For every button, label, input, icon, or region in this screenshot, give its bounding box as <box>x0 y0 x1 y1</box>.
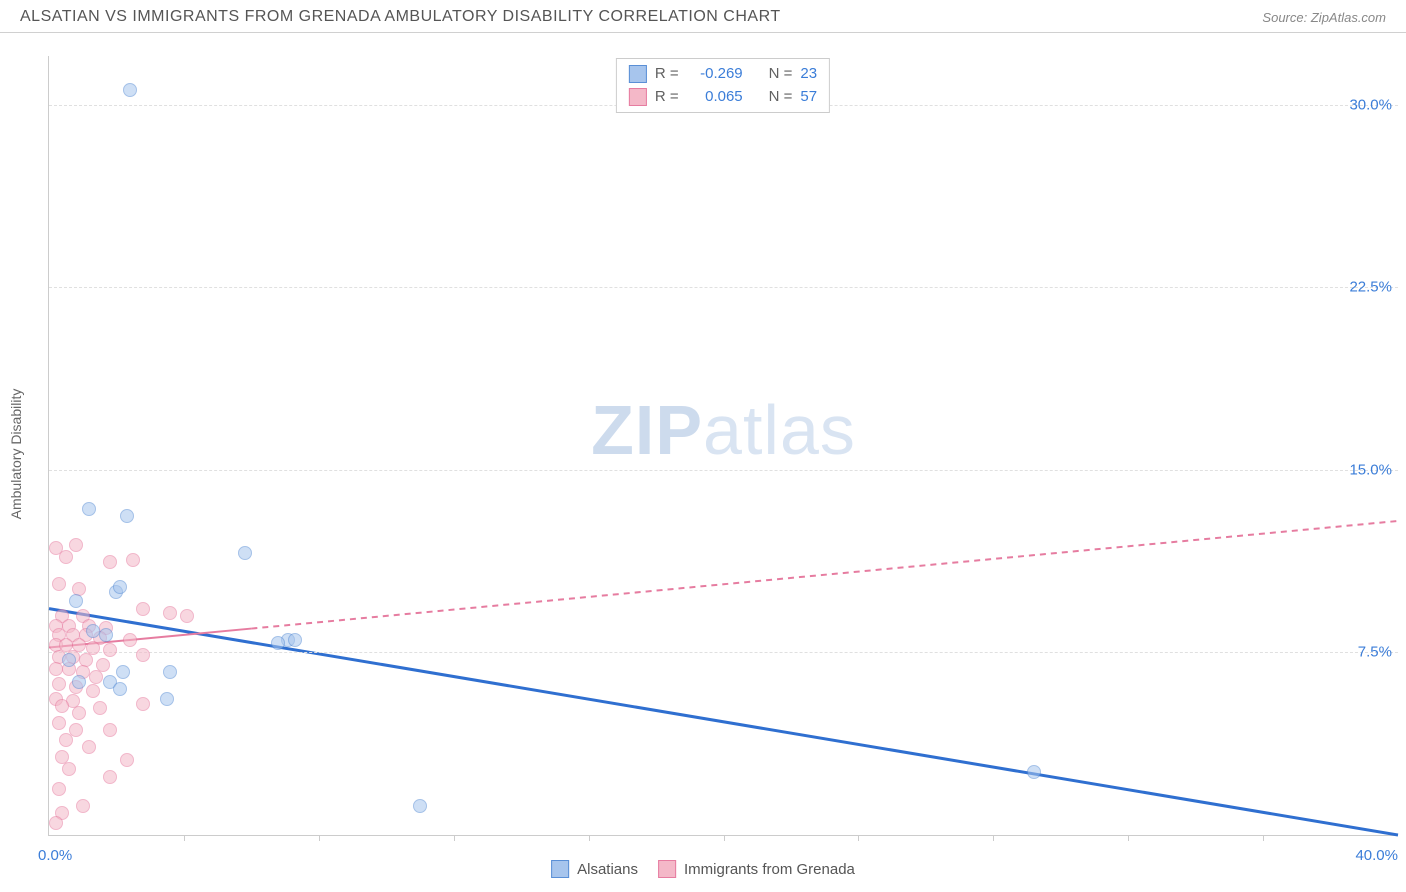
legend-swatch <box>658 860 676 878</box>
scatter-point <box>103 770 117 784</box>
chart-title: ALSATIAN VS IMMIGRANTS FROM GRENADA AMBU… <box>20 8 781 26</box>
scatter-point <box>271 636 285 650</box>
scatter-point <box>116 665 130 679</box>
scatter-point <box>93 701 107 715</box>
grid-line <box>49 470 1398 471</box>
scatter-point <box>59 733 73 747</box>
scatter-point <box>52 716 66 730</box>
scatter-point <box>163 606 177 620</box>
trend-line-dashed <box>251 521 1398 629</box>
legend-swatch <box>629 88 647 106</box>
scatter-point <box>69 538 83 552</box>
scatter-point <box>72 706 86 720</box>
scatter-point <box>59 550 73 564</box>
x-tick <box>993 835 994 841</box>
x-tick <box>724 835 725 841</box>
scatter-point <box>82 740 96 754</box>
source-name: ZipAtlas.com <box>1311 10 1386 25</box>
scatter-point <box>288 633 302 647</box>
scatter-point <box>123 633 137 647</box>
x-tick <box>319 835 320 841</box>
scatter-point <box>136 648 150 662</box>
legend-swatch <box>629 65 647 83</box>
scatter-point <box>62 653 76 667</box>
trend-line <box>49 609 1398 835</box>
stat-r-value: -0.269 <box>687 63 743 86</box>
legend-label: Alsatians <box>577 861 638 878</box>
plot-wrap: ZIPatlas 7.5%15.0%22.5%30.0% 0.0% 40.0% … <box>48 56 1398 836</box>
x-origin-label: 0.0% <box>38 847 72 864</box>
title-bar: ALSATIAN VS IMMIGRANTS FROM GRENADA AMBU… <box>0 0 1406 33</box>
legend-item: Immigrants from Grenada <box>658 860 855 878</box>
source-attribution: Source: ZipAtlas.com <box>1262 10 1386 25</box>
legend-series: Alsatians Immigrants from Grenada <box>551 860 855 878</box>
x-tick <box>184 835 185 841</box>
scatter-point <box>49 662 63 676</box>
stat-n-label: N = <box>769 63 793 86</box>
stat-n-value: 23 <box>800 63 817 86</box>
legend-stats: R = -0.269 N = 23 R = 0.065 N = 57 <box>616 58 830 113</box>
scatter-point <box>126 553 140 567</box>
scatter-point <box>1027 765 1041 779</box>
scatter-point <box>120 753 134 767</box>
x-tick <box>1128 835 1129 841</box>
stat-r-value: 0.065 <box>687 86 743 109</box>
grid-line <box>49 652 1398 653</box>
legend-stat-row: R = -0.269 N = 23 <box>629 63 817 86</box>
scatter-point <box>76 799 90 813</box>
x-tick <box>589 835 590 841</box>
scatter-point <box>120 509 134 523</box>
x-tick <box>1263 835 1264 841</box>
scatter-point <box>413 799 427 813</box>
scatter-point <box>238 546 252 560</box>
scatter-point <box>113 580 127 594</box>
trend-lines-svg <box>49 56 1398 835</box>
scatter-point <box>180 609 194 623</box>
x-tick <box>454 835 455 841</box>
y-tick-label: 30.0% <box>1349 96 1392 113</box>
scatter-point <box>136 602 150 616</box>
scatter-point <box>55 699 69 713</box>
source-label: Source: <box>1262 10 1307 25</box>
scatter-point <box>82 502 96 516</box>
stat-n-label: N = <box>769 86 793 109</box>
x-max-label: 40.0% <box>1355 847 1398 864</box>
scatter-point <box>136 697 150 711</box>
stat-r-label: R = <box>655 63 679 86</box>
legend-label: Immigrants from Grenada <box>684 861 855 878</box>
scatter-point <box>163 665 177 679</box>
scatter-point <box>99 628 113 642</box>
stat-n-value: 57 <box>800 86 817 109</box>
legend-stat-row: R = 0.065 N = 57 <box>629 86 817 109</box>
scatter-point <box>72 675 86 689</box>
scatter-point <box>89 670 103 684</box>
y-tick-label: 22.5% <box>1349 279 1392 296</box>
scatter-point <box>103 643 117 657</box>
scatter-point <box>52 677 66 691</box>
scatter-point <box>103 723 117 737</box>
x-tick <box>858 835 859 841</box>
y-axis-label: Ambulatory Disability <box>8 389 24 520</box>
scatter-point <box>160 692 174 706</box>
plot-area: ZIPatlas 7.5%15.0%22.5%30.0% <box>48 56 1398 836</box>
y-tick-label: 15.0% <box>1349 461 1392 478</box>
scatter-point <box>103 555 117 569</box>
stat-r-label: R = <box>655 86 679 109</box>
scatter-point <box>86 624 100 638</box>
scatter-point <box>62 762 76 776</box>
y-tick-label: 7.5% <box>1358 644 1392 661</box>
grid-line <box>49 287 1398 288</box>
scatter-point <box>52 782 66 796</box>
legend-swatch <box>551 860 569 878</box>
scatter-point <box>49 816 63 830</box>
scatter-point <box>69 594 83 608</box>
scatter-point <box>52 577 66 591</box>
legend-item: Alsatians <box>551 860 638 878</box>
scatter-point <box>86 684 100 698</box>
scatter-point <box>123 83 137 97</box>
scatter-point <box>113 682 127 696</box>
